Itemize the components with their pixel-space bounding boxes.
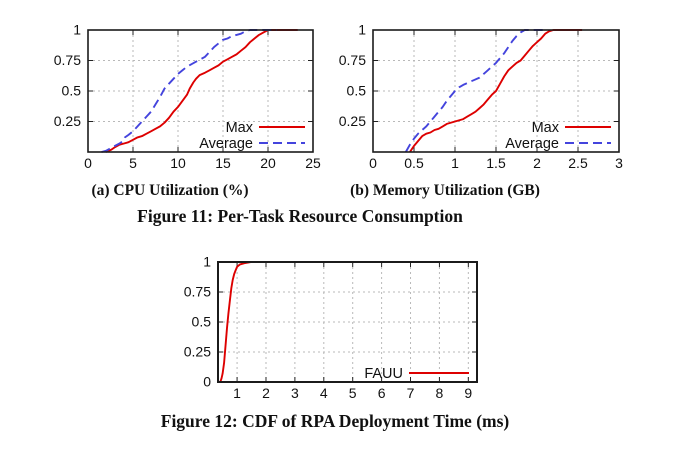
plot-border (217, 261, 478, 383)
x-tick-label: 9 (464, 385, 472, 401)
y-tick-label: 0.75 (54, 52, 81, 68)
series-line-average (404, 29, 546, 153)
y-tick-label: 0.25 (184, 344, 211, 360)
x-tick-label: 10 (170, 155, 186, 171)
y-tick-label: 0.75 (184, 284, 211, 300)
x-tick-label: 20 (260, 155, 276, 171)
x-tick-label: 2 (262, 385, 270, 401)
y-tick-label: 0 (203, 374, 211, 390)
plot-border (372, 29, 620, 153)
x-tick-label: 0 (369, 155, 377, 171)
x-tick-label: 1 (451, 155, 459, 171)
x-tick-label: 8 (436, 385, 444, 401)
plot-border (87, 29, 314, 153)
legend-label-average: Average (199, 136, 253, 152)
y-tick-label: 1 (358, 22, 366, 38)
x-tick-label: 5 (129, 155, 137, 171)
y-tick-label: 0.5 (62, 83, 82, 99)
subfigure-a-caption: (a) CPU Utilization (%) (91, 182, 249, 199)
x-tick-label: 7 (407, 385, 415, 401)
legend-label-max: Max (226, 120, 254, 136)
x-tick-label: 0 (84, 155, 92, 171)
series-line-fauu (219, 261, 477, 383)
legend-label-average: Average (505, 136, 559, 152)
x-tick-label: 1 (233, 385, 241, 401)
x-tick-label: 2 (533, 155, 541, 171)
x-tick-label: 2.5 (568, 155, 588, 171)
y-tick-label: 0.5 (192, 314, 212, 330)
series-line-max (409, 29, 583, 153)
rpa-deployment-time-cdf-chart: 1 2 3 4 5 6 7 8 9 0 0.25 0.5 0.75 1 FAUU (184, 254, 478, 401)
y-tick-label: 0.75 (339, 52, 366, 68)
y-tick-label: 1 (73, 22, 81, 38)
series-line-max (105, 29, 298, 153)
figure-12-caption: Figure 12: CDF of RPA Deployment Time (m… (160, 411, 510, 431)
legend-label-fauu: FAUU (364, 366, 403, 382)
x-tick-label: 0.5 (404, 155, 424, 171)
x-tick-label: 5 (349, 385, 357, 401)
x-tick-label: 25 (305, 155, 321, 171)
y-tick-label: 0.5 (347, 83, 367, 99)
subfigure-b-caption: (b) Memory Utilization (GB) (350, 182, 540, 199)
y-tick-label: 0.25 (339, 113, 366, 129)
x-tick-label: 3 (291, 385, 299, 401)
x-tick-label: 15 (215, 155, 231, 171)
x-tick-label: 3 (615, 155, 623, 171)
y-tick-label: 1 (203, 254, 211, 270)
figure-11-caption: Figure 11: Per-Task Resource Consumption (137, 206, 463, 226)
series-line-average (101, 29, 277, 153)
x-tick-label: 4 (320, 385, 328, 401)
y-tick-label: 0.25 (54, 113, 81, 129)
x-tick-label: 1.5 (486, 155, 506, 171)
x-tick-label: 6 (378, 385, 386, 401)
legend-label-max: Max (532, 120, 560, 136)
